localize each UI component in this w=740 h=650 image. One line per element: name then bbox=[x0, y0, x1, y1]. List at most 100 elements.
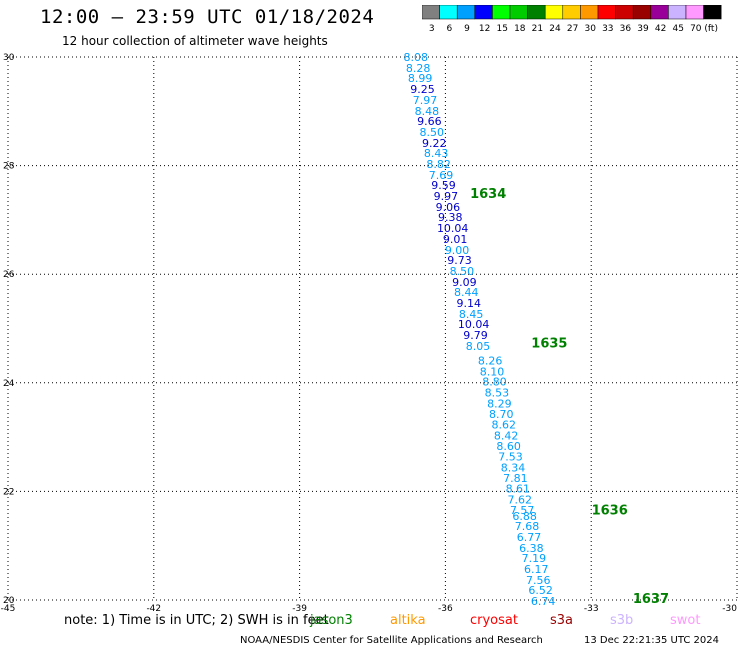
chart-title: 12:00 – 23:59 UTC 01/18/2024 bbox=[40, 6, 375, 28]
x-tick-label: -30 bbox=[722, 604, 737, 614]
wave-height-label: 8.60 bbox=[496, 440, 521, 453]
pass-annotations: 1634 1635 1636 1637 bbox=[470, 187, 669, 607]
wave-height-label: 8.29 bbox=[487, 397, 512, 410]
wave-height-label: 9.09 bbox=[452, 276, 477, 289]
wave-height-label: 9.97 bbox=[434, 190, 459, 203]
y-tick-label: 30 bbox=[3, 53, 15, 63]
wave-height-label: 6.52 bbox=[528, 584, 553, 597]
axis-ticks: -45 -42 -39 -36 -33 -30 20 22 24 26 28 30 bbox=[1, 53, 738, 614]
wave-height-label: 9.22 bbox=[422, 137, 447, 150]
colorbar-label-15: 70 bbox=[690, 24, 702, 34]
wave-height-label: 9.01 bbox=[443, 233, 468, 246]
satellite-jason3: jason3 bbox=[310, 613, 353, 628]
colorbar-label-6: 21 bbox=[532, 24, 543, 34]
wave-height-label: 8.50 bbox=[450, 265, 475, 278]
wave-height-label: 8.53 bbox=[485, 387, 510, 400]
colorbar-label-0: 3 bbox=[429, 24, 435, 34]
grid-lines bbox=[7, 56, 738, 601]
y-tick-label: 20 bbox=[3, 596, 15, 606]
colorbar-label-8: 27 bbox=[567, 24, 578, 34]
wave-height-label: 10.04 bbox=[458, 318, 490, 331]
wave-height-label: 8.45 bbox=[459, 308, 484, 321]
wave-height-label: 6.17 bbox=[524, 563, 549, 576]
wave-height-label: 7.62 bbox=[508, 494, 533, 507]
satellite-cryosat: cryosat bbox=[470, 613, 518, 628]
credit-text: NOAA/NESDIS Center for Satellite Applica… bbox=[240, 635, 543, 646]
wave-height-label: 9.66 bbox=[417, 115, 442, 128]
wave-height-label: 6.88 bbox=[512, 510, 537, 523]
y-tick-label: 26 bbox=[3, 270, 15, 280]
satellite-swot: swot bbox=[670, 613, 701, 628]
pass-time-label: 1635 bbox=[531, 337, 567, 352]
wave-height-label: 9.14 bbox=[456, 297, 481, 310]
colorbar-label-12: 39 bbox=[637, 24, 649, 34]
wave-height-label: 8.99 bbox=[408, 72, 433, 85]
wave-height-label: 9.79 bbox=[463, 329, 488, 342]
colorbar-label-7: 24 bbox=[549, 24, 561, 34]
colorbar-label-1: 6 bbox=[447, 24, 453, 34]
wave-height-label: 9.38 bbox=[438, 211, 463, 224]
wave-height-label: 10.04 bbox=[437, 222, 469, 235]
x-tick-label: -36 bbox=[438, 604, 453, 614]
colorbar-label-5: 18 bbox=[514, 24, 526, 34]
wave-height-label: 7.97 bbox=[413, 94, 438, 107]
wave-height-label: 9.06 bbox=[436, 201, 461, 214]
wave-height-label: 7.69 bbox=[429, 169, 454, 182]
wave-height-label: 8.48 bbox=[415, 105, 440, 118]
wave-height-label: 8.43 bbox=[424, 147, 449, 160]
wave-height-label: 8.61 bbox=[506, 483, 531, 496]
footer-note: note: 1) Time is in UTC; 2) SWH is in fe… bbox=[64, 613, 329, 628]
wave-height-label: 7.68 bbox=[515, 520, 540, 533]
wave-height-label: 7.81 bbox=[503, 472, 528, 485]
color-legend: 3 6 9 12 15 18 21 24 27 30 33 36 39 42 45 70 (ft) bbox=[422, 5, 722, 34]
colorbar-label-3: 12 bbox=[479, 24, 490, 34]
satellite-altika: altika bbox=[390, 613, 426, 628]
y-tick-label: 22 bbox=[3, 487, 14, 497]
colorbar-label-13: 42 bbox=[655, 24, 666, 34]
wave-height-label: 7.19 bbox=[522, 552, 547, 565]
x-tick-label: -42 bbox=[146, 604, 161, 614]
x-tick-label: -33 bbox=[584, 604, 599, 614]
wave-height-label: 7.57 bbox=[510, 504, 535, 517]
satellite-s3b: s3b bbox=[610, 613, 634, 628]
wave-height-label: 9.59 bbox=[431, 179, 456, 192]
colorbar-swatch-16 bbox=[703, 5, 722, 20]
wave-height-label: 8.28 bbox=[406, 62, 431, 75]
generation-timestamp: 13 Dec 22:21:35 UTC 2024 bbox=[584, 635, 719, 646]
pass-time-label: 1636 bbox=[592, 503, 628, 518]
wave-height-label: 9.73 bbox=[447, 254, 472, 267]
wave-height-label: 6.74 bbox=[531, 595, 556, 608]
wave-height-label: 8.26 bbox=[478, 355, 503, 368]
wave-height-label: 8.80 bbox=[482, 376, 507, 389]
colorbar-label-4: 15 bbox=[496, 24, 507, 34]
wave-height-label: 9.25 bbox=[410, 83, 435, 96]
colorbar-unit: (ft) bbox=[704, 24, 718, 34]
wave-height-label: 8.70 bbox=[489, 408, 514, 421]
wave-height-label: 8.82 bbox=[426, 158, 451, 171]
x-tick-label: -45 bbox=[1, 604, 16, 614]
x-tick-label: -39 bbox=[292, 604, 307, 614]
y-tick-label: 24 bbox=[3, 379, 15, 389]
pass-time-label: 1637 bbox=[633, 592, 669, 607]
pass-time-label: 1634 bbox=[470, 187, 506, 202]
wave-height-label: 8.08 bbox=[404, 51, 429, 64]
wave-height-label: 6.77 bbox=[517, 531, 542, 544]
wave-height-label: 8.62 bbox=[491, 419, 516, 432]
colorbar-label-11: 36 bbox=[620, 24, 632, 34]
colorbar-label-2: 9 bbox=[464, 24, 470, 34]
wave-height-label: 7.56 bbox=[526, 574, 551, 587]
wave-height-label: 8.05 bbox=[466, 340, 491, 353]
satellite-s3a: s3a bbox=[550, 613, 574, 628]
data-points: 8.088.288.999.257.978.489.668.509.228.43… bbox=[404, 51, 556, 608]
wave-height-label: 7.53 bbox=[498, 451, 523, 464]
wave-height-label: 8.50 bbox=[420, 126, 445, 139]
wave-height-label: 8.44 bbox=[454, 286, 479, 299]
y-tick-label: 28 bbox=[3, 162, 15, 172]
colorbar-label-10: 33 bbox=[602, 24, 613, 34]
wave-height-label: 8.34 bbox=[501, 462, 526, 475]
wave-height-label: 9.00 bbox=[445, 244, 470, 257]
wave-height-label: 8.10 bbox=[480, 365, 505, 378]
chart-subtitle: 12 hour collection of altimeter wave hei… bbox=[62, 34, 328, 48]
colorbar-label-14: 45 bbox=[672, 24, 683, 34]
